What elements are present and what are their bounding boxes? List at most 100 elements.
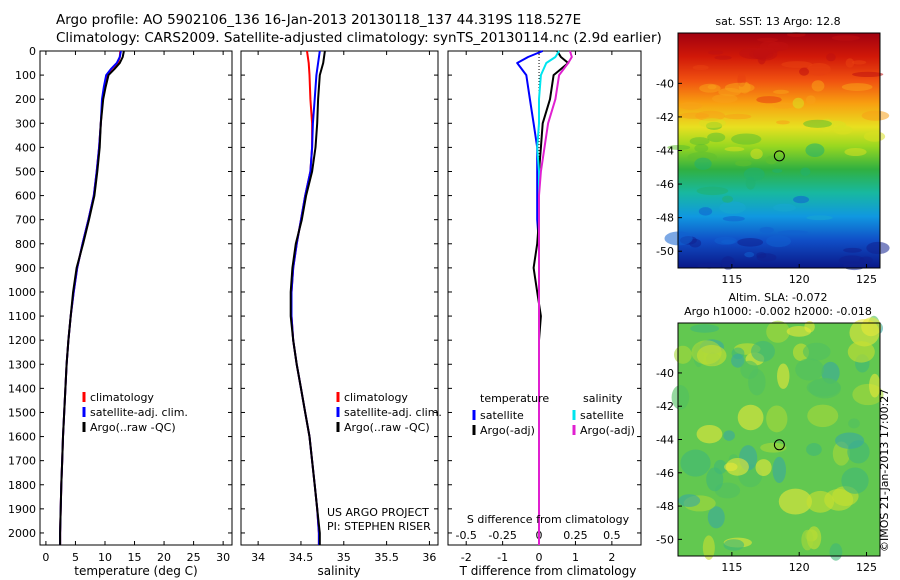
lat-tick-label: -50 [656,245,674,258]
sla-patch [806,443,822,456]
lon-tick-label: 125 [856,561,877,574]
salinity-series [289,50,326,545]
series-line-argo---raw--qc- [289,50,326,545]
sst-patch [866,241,890,255]
x-tick-label: 2 [608,551,615,564]
x-tick-label: 34.5 [289,551,314,564]
sst-map-axes: -40 -42 -44 -46 -48 -50 115 120 125 [656,77,877,286]
x-tick-label: 20 [157,551,171,564]
depth-tick-label: 1500 [8,406,36,419]
sla-patch [829,543,843,561]
sla-patch [869,373,881,398]
x-tick-label: 34 [251,551,265,564]
t-difference-x-label: T difference from climatology [459,564,637,578]
x-tick-label: -1 [497,551,508,564]
sst-patch [707,50,724,55]
series-line-argo--adj- [538,50,573,545]
sla-patch [766,320,790,343]
x-tick-label: 1 [572,551,579,564]
depth-tick-label: 900 [15,262,36,275]
sst-patch [826,53,836,62]
sst-patch [707,84,717,90]
sla-patch [835,432,865,449]
sst-patch [759,226,774,234]
sla-patch [777,363,790,389]
credit-project: US ARGO PROJECT [327,506,429,519]
sla-map-panel: Altim. SLA: -0.072 Argo h1000: -0.002 h2… [656,291,884,574]
salinity-x-label: salinity [317,564,360,578]
sst-patch [719,201,746,214]
credit-pi: PI: STEPHEN RISER [327,520,431,533]
sst-patch [863,131,886,142]
sla-map-title-2: Argo h1000: -0.002 h2000: -0.018 [684,305,872,318]
sst-patch [687,151,718,163]
depth-tick-label: 2000 [8,527,36,540]
difference-depth-ticks [448,50,641,534]
lat-tick-label: -42 [656,400,674,413]
salinity-depth-ticks [241,50,438,534]
sla-patch [760,442,787,453]
difference-plot-frame [447,50,642,546]
s-difference-x-axis: -0.5 -0.25 0 0.25 0.5 [455,529,620,542]
sla-patch [848,418,860,429]
depth-tick-label: 400 [15,141,36,154]
lat-tick-label: -42 [656,111,674,124]
temperature-legend: climatology satellite-adj. clim. Argo(..ra… [82,391,188,434]
sst-patch [697,262,722,269]
sla-patch [801,529,814,551]
sla-patch [702,535,715,560]
sst-patch [724,146,745,152]
depth-tick-label: 800 [15,238,36,251]
sla-patch [766,405,788,433]
depth-tick-label: 300 [15,117,36,130]
sla-patch [847,341,875,363]
salinity-panel: 34 34.5 35 35.5 36 climatology satellite-adj.… [240,50,442,578]
sla-patch [680,449,711,477]
sla-field-texture [671,315,884,561]
sst-patch [773,89,789,95]
sst-patch [744,251,755,258]
temperature-x-label: temperature (deg C) [74,564,197,578]
sst-patch [843,247,862,253]
sst-patch [844,147,867,157]
lat-tick-label: -40 [656,77,674,90]
lat-tick-label: -48 [656,212,674,225]
sst-patch [841,83,873,91]
lat-tick-label: -50 [656,533,674,546]
sst-patch [766,235,791,248]
depth-tick-label: 1400 [8,382,36,395]
lon-tick-label: 125 [856,273,877,286]
sst-patch [831,35,860,41]
sst-patch [689,238,702,248]
float-position-marker-sla [773,439,785,451]
depth-tick-label: 1800 [8,479,36,492]
x-tick-label: -2 [461,551,472,564]
lon-tick-label: 120 [789,273,810,286]
legend-label: satellite-adj. clim. [344,406,442,419]
sst-patch [756,37,779,42]
difference-legend: temperature salinity satellite Argo(-adj) sa… [472,392,635,437]
sst-patch [735,160,752,167]
sst-patch [714,55,732,60]
sst-patch [861,110,890,121]
sst-patch [667,144,691,150]
legend-label: Argo(..raw -QC) [344,421,430,434]
sst-patch [799,67,810,76]
sst-patch [679,101,703,110]
sla-map-title-1: Altim. SLA: -0.072 [728,291,827,304]
sst-patch [800,167,811,176]
sst-patch [718,87,741,97]
s-tick-label: -0.5 [455,529,476,542]
x-tick-label: 15 [128,551,142,564]
x-tick-label: 30 [216,551,230,564]
sla-patch [696,424,723,444]
sst-patch [724,113,752,120]
lat-tick-label: -48 [656,500,674,513]
sst-patch [792,97,805,109]
sst-patch [767,41,789,51]
legend-title-salinity: salinity [583,392,623,405]
sla-patch [751,340,775,362]
sst-map-panel: sat. SST: 13 Argo: 12.8 -40-42-44-46-48-… [656,15,890,286]
sst-patch [722,216,745,222]
x-tick-label: 25 [187,551,201,564]
